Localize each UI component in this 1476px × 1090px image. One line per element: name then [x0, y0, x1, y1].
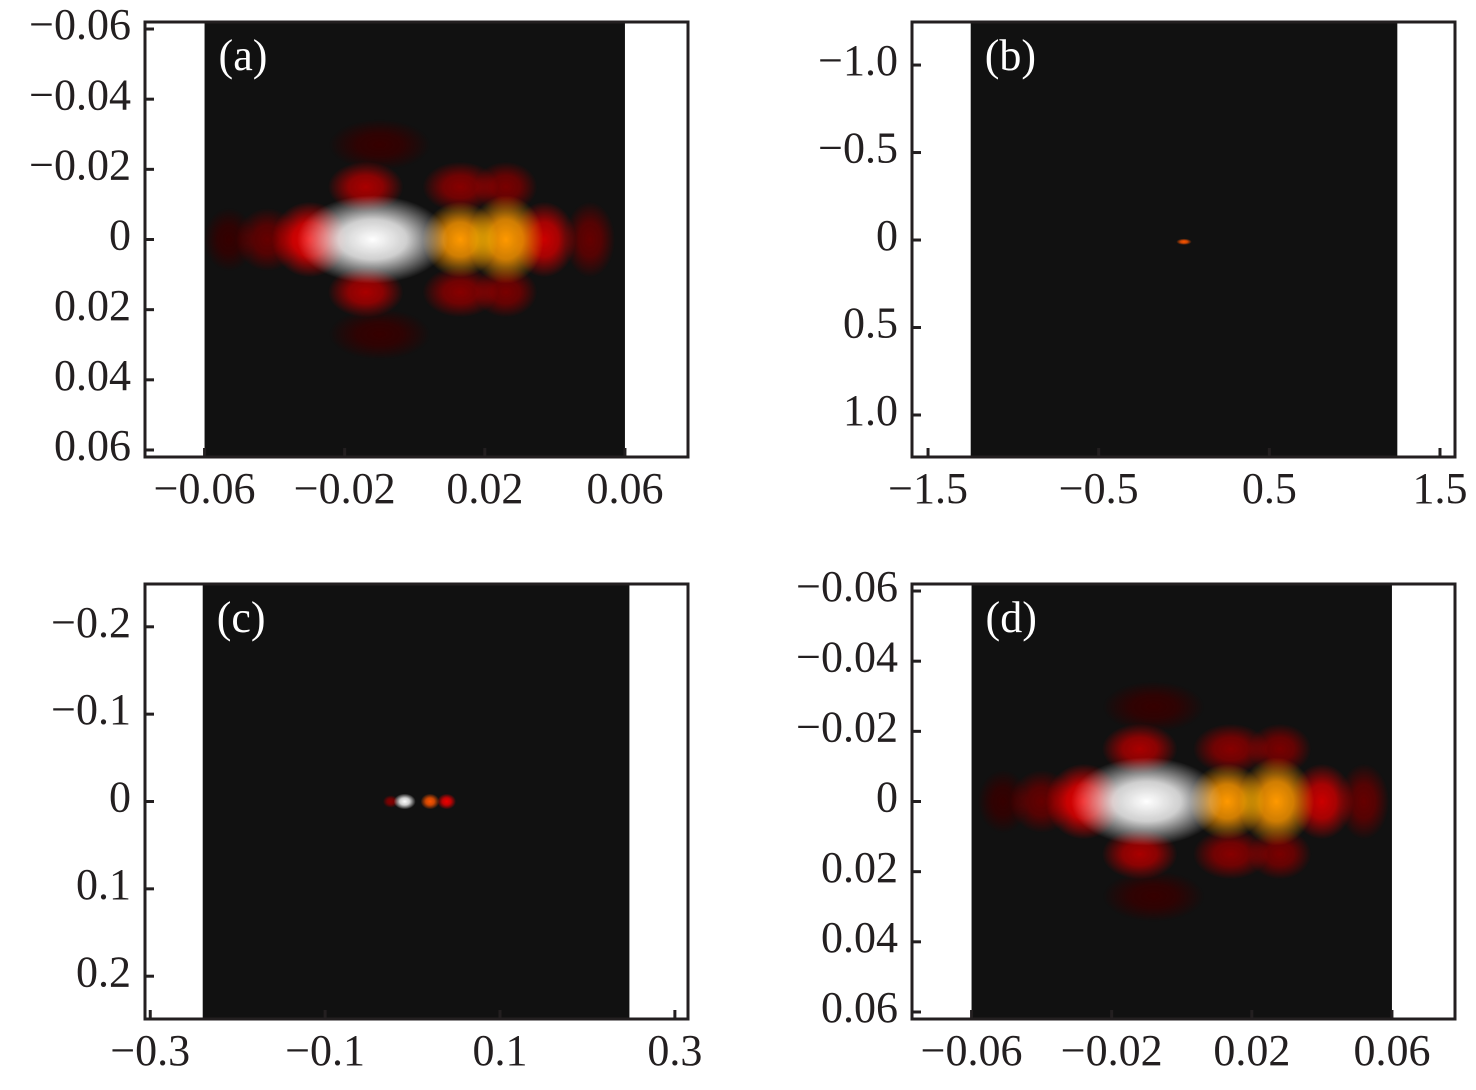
- y-tick-label: 0.04: [54, 351, 131, 400]
- heatmap-spot: [1248, 723, 1312, 775]
- heatmap-spot: [329, 308, 431, 360]
- y-tick-label: 1.0: [843, 386, 898, 435]
- y-tick-label: 0: [876, 773, 898, 822]
- heatmap-spot: [437, 793, 457, 810]
- x-tick-label: 1.5: [1412, 464, 1467, 513]
- image-extent: [202, 584, 630, 1019]
- heatmap-spot: [977, 769, 1029, 834]
- y-tick-label: −0.2: [51, 598, 131, 647]
- y-tick-label: −0.02: [29, 140, 131, 189]
- heatmap-spot: [1192, 723, 1269, 775]
- x-tick-label: 0.1: [473, 1026, 528, 1075]
- y-tick-label: 0.02: [54, 281, 131, 330]
- panel-label: (c): [217, 593, 266, 642]
- heatmap-spot: [329, 119, 431, 171]
- panel-label: (d): [986, 593, 1037, 642]
- heatmap-spot: [474, 266, 538, 318]
- heatmap-spot: [1338, 763, 1390, 840]
- heatmap-spot: [1101, 828, 1178, 880]
- y-tick-label: 0.5: [843, 299, 898, 348]
- heatmap-spot: [327, 266, 404, 318]
- heatmap-spot: [382, 795, 399, 808]
- x-tick-label: −0.1: [285, 1026, 365, 1075]
- x-tick-label: 0.02: [446, 464, 523, 513]
- x-tick-label: −0.02: [294, 464, 396, 513]
- y-tick-label: −0.5: [818, 124, 898, 173]
- x-tick-label: −0.3: [110, 1026, 190, 1075]
- panel: −0.2 −0.1 0 0.1 0.2 −0.3 −0.1 0.1 0.3 (c): [51, 582, 702, 1075]
- heatmap-spot: [1010, 769, 1074, 834]
- x-tick-label: −0.02: [1061, 1026, 1163, 1075]
- y-tick-label: 0: [109, 773, 131, 822]
- heatmap-spots: [204, 119, 616, 360]
- y-tick-label: 0.04: [821, 913, 898, 962]
- y-tick-label: −1.0: [818, 36, 898, 85]
- panel-label: (b): [985, 31, 1036, 80]
- y-tick-label: −0.06: [29, 0, 131, 49]
- y-tick-label: −0.02: [796, 702, 898, 751]
- x-tick-label: 0.06: [1353, 1026, 1430, 1075]
- heatmap-spot: [1101, 723, 1178, 775]
- heatmap-spots: [382, 793, 457, 810]
- heatmap-spot: [420, 793, 440, 810]
- y-tick-label: 0.06: [821, 983, 898, 1032]
- heatmap-spot: [564, 201, 616, 278]
- y-tick-label: 0.06: [54, 421, 131, 470]
- heatmap-spot: [1103, 870, 1205, 922]
- heatmap-spot: [512, 201, 576, 278]
- y-tick-label: 0.1: [76, 860, 131, 909]
- x-tick-label: −0.5: [1059, 464, 1139, 513]
- y-tick-label: 0.2: [76, 947, 131, 996]
- panel: −1.0 −0.5 0 0.5 1.0 −1.5 −0.5 0.5 1.5 (b): [818, 20, 1467, 513]
- x-tick-label: 0.5: [1242, 464, 1297, 513]
- y-tick-label: −0.04: [29, 70, 131, 119]
- x-tick-label: −1.5: [888, 464, 968, 513]
- x-tick-label: 0.02: [1213, 1026, 1290, 1075]
- y-tick-label: 0: [876, 211, 898, 260]
- heatmap-spot: [1103, 681, 1205, 733]
- heatmap-spot: [327, 161, 404, 213]
- heatmap-spot: [1192, 828, 1269, 880]
- y-tick-label: 0.02: [821, 843, 898, 892]
- panel: −0.06 −0.04 −0.02 0 0.02 0.04 0.06 −0.06 −0.02 0.…: [29, 0, 690, 513]
- panel-label: (a): [219, 31, 268, 80]
- x-tick-label: 0.06: [586, 464, 663, 513]
- y-tick-label: −0.06: [796, 562, 898, 611]
- heatmap-spot: [474, 161, 538, 213]
- heatmap-spot: [1176, 238, 1192, 245]
- panel: −0.06 −0.04 −0.02 0 0.02 0.04 0.06 −0.06 −0.02 0.…: [796, 562, 1457, 1075]
- x-tick-label: 0.3: [647, 1026, 702, 1075]
- heatmap-spot: [236, 207, 300, 272]
- y-tick-label: −0.04: [796, 632, 898, 681]
- y-tick-label: 0: [109, 211, 131, 260]
- heatmap-spots: [1176, 238, 1192, 245]
- heatmap-spots: [977, 681, 1390, 922]
- heatmap-spot: [204, 207, 255, 272]
- heatmap-spot: [1248, 828, 1312, 880]
- heatmap-spot: [1238, 757, 1315, 846]
- x-tick-label: −0.06: [921, 1026, 1023, 1075]
- y-tick-label: −0.1: [51, 685, 131, 734]
- x-tick-label: −0.06: [154, 464, 256, 513]
- heatmap-spot: [1290, 763, 1354, 840]
- heatmap-spot: [393, 793, 416, 810]
